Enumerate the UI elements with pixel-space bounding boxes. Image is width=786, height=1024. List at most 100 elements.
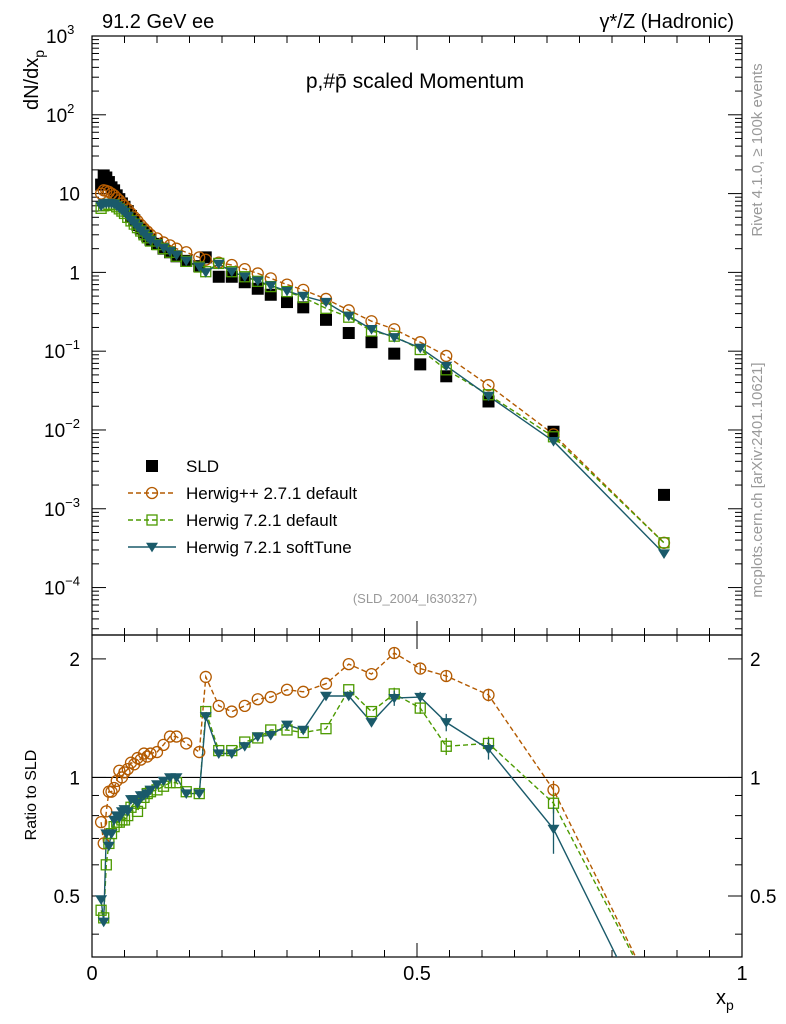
ratio-point-herwigpp (180, 737, 193, 750)
y-tick-label-ratio: 2 (69, 650, 80, 671)
ratio-point-herwigpp (128, 758, 141, 771)
y-tick-label-main: 10−1 (44, 337, 80, 363)
ratio-point-herwigpp (319, 677, 333, 690)
ratio-point-herwig_soft (365, 718, 378, 728)
header-right: γ*/Z (Hadronic) (600, 11, 734, 33)
point-herwig_soft (157, 243, 170, 254)
y-tick-label-ratio-right: 1 (750, 768, 761, 789)
y-tick-label-main: 1 (69, 263, 80, 284)
ratio-point-herwigpp (170, 730, 183, 743)
point-sld (658, 488, 670, 501)
ratio-point-herwig_default (95, 904, 107, 916)
point-herwig_soft (547, 437, 560, 447)
point-herwig_soft (342, 311, 355, 322)
ratio-point-herwig_soft (225, 749, 238, 759)
analysis-watermark: (SLD_2004_I630327) (353, 591, 477, 606)
ratio-point-herwig_soft (131, 799, 144, 809)
y-tick-label-ratio: 0.5 (54, 887, 80, 908)
ratio-point-herwigpp (94, 816, 108, 829)
point-herwig_soft (365, 325, 378, 335)
point-herwig_soft (440, 361, 453, 372)
ratio-point-herwig_soft (144, 785, 157, 796)
ratio-point-herwigpp (414, 662, 427, 675)
legend-marker-herwigpp (145, 486, 159, 500)
ratio-point-herwig_default (320, 723, 332, 735)
ratio-point-herwigpp (225, 705, 238, 718)
ratio-point-herwig_soft (180, 789, 193, 799)
point-herwig_default (658, 537, 670, 549)
ratio-point-herwig_soft (414, 692, 427, 703)
point-sld (365, 336, 378, 349)
ratio-point-herwig_soft (170, 773, 183, 783)
y-tick-label-ratio: 1 (69, 768, 80, 789)
ratio-point-herwigpp (193, 745, 206, 759)
point-herwig_soft (281, 286, 293, 297)
legend-marker-herwig_soft (146, 542, 158, 553)
point-herwig_soft (193, 262, 206, 273)
ratio-point-herwigpp (297, 685, 310, 698)
ratio-point-herwigpp (659, 1009, 670, 1020)
ratio-point-herwigpp (118, 766, 131, 779)
legend-label-herwig_soft: Herwig 7.2.1 softTune (186, 538, 352, 557)
rivet-label: Rivet 4.1.0, ≥ 100k events (749, 63, 766, 236)
point-herwig_soft (482, 391, 495, 402)
x-axis-label: xp (716, 987, 734, 1013)
point-herwig_soft (658, 549, 670, 559)
point-sld (212, 270, 225, 283)
point-herwigpp (199, 253, 212, 266)
header-left: 91.2 GeV ee (102, 11, 214, 33)
point-herwig_default (252, 275, 264, 287)
ratio-point-herwig_soft (105, 829, 118, 840)
ratio-point-herwigpp (157, 738, 170, 751)
ratio-point-herwigpp (137, 747, 151, 760)
point-herwig_soft (251, 276, 264, 287)
point-herwig_soft (180, 256, 193, 267)
x-tick-label: 0 (86, 963, 97, 985)
point-sld (320, 313, 332, 326)
y-tick-label-main: 10−2 (44, 416, 80, 442)
ratio-point-herwig_soft (157, 776, 170, 787)
main-panel: 10−4 10−3 10−2 10−1 1 10 102 103 (44, 22, 743, 636)
ratio-frame (91, 634, 743, 958)
ratio-point-herwig_default (659, 1010, 669, 1020)
ratio-point-herwig_soft (440, 718, 453, 728)
ratio-panel: 0.5 0.5 1 1 2 2 0 0.5 1 (54, 634, 776, 1020)
ratio-point-herwig_soft (320, 691, 332, 702)
ratio-point-herwigpp (251, 693, 264, 706)
ratio-point-herwigpp (264, 690, 277, 704)
main-title: p,#p̄ scaled Momentum (306, 70, 524, 93)
ratio-point-herwig_soft (297, 725, 310, 736)
y-axis-label-main: dN/dxp (21, 50, 47, 110)
ratio-point-herwig_default (365, 705, 378, 718)
main-data (94, 169, 671, 559)
point-herwig_soft (297, 291, 310, 302)
point-herwig_soft (170, 251, 183, 261)
ratio-point-herwig_soft (199, 712, 212, 722)
ratio-point-herwigpp (100, 805, 113, 818)
ratio-data (94, 646, 670, 1020)
ratio-point-herwigpp (163, 730, 177, 743)
ratio-point-herwigpp (238, 699, 251, 712)
ratio-point-herwigpp (144, 747, 157, 760)
legend-label-herwig_default: Herwig 7.2.1 default (186, 511, 337, 530)
y-tick-label-ratio-right: 2 (750, 650, 761, 671)
point-herwig_default (180, 255, 192, 268)
overlay: 91.2 GeV ee γ*/Z (Hadronic) p,#p̄ scaled… (21, 11, 766, 1013)
ratio-point-herwig_soft (251, 732, 264, 742)
point-herwig_soft (388, 333, 401, 343)
y-axis-label-ratio: Ratio to SLD (23, 750, 40, 841)
ratio-point-herwigpp (150, 745, 164, 759)
ratio-point-herwig_soft (193, 789, 206, 799)
point-herwigpp (482, 379, 495, 392)
legend-marker-herwig_default (146, 514, 158, 526)
legend-marker-sld (146, 460, 158, 472)
ratio-point-herwig_soft (97, 917, 110, 928)
point-herwig_soft (320, 297, 332, 308)
ratio-point-herwig_soft (342, 691, 355, 702)
ratio-point-herwig_soft (121, 807, 134, 817)
ratio-point-herwig_default (440, 740, 452, 752)
point-herwigpp (657, 536, 671, 549)
y-tick-label-main: 102 (46, 101, 74, 127)
point-sld (482, 395, 495, 408)
ratio-line-herwig_soft (100, 695, 618, 957)
